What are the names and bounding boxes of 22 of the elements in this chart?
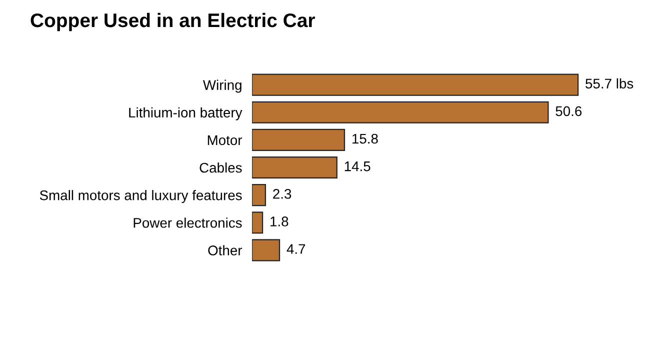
data-label: 50.6 [556, 106, 582, 116]
data-label: 4.7 [286, 244, 306, 254]
bar [252, 239, 280, 262]
bar [252, 156, 338, 179]
bar [252, 212, 264, 234]
bar [252, 74, 579, 96]
y-tick-label: Cables [200, 162, 242, 173]
data-label: 15.8 [352, 134, 378, 144]
bar [252, 128, 346, 151]
y-tick-label: Wiring [202, 80, 242, 93]
bar [252, 101, 549, 124]
y-tick-label: Lithium-ion battery [129, 107, 242, 120]
data-label: 14.5 [344, 162, 370, 172]
y-tick-label: Power electronics [134, 218, 242, 228]
y-tick-label: Small motors and luxury features [40, 190, 242, 203]
data-label: 2.3 [273, 188, 292, 199]
data-label: 1.8 [270, 216, 288, 226]
bar [252, 184, 266, 206]
chart-title: Copper Used in an Electric Car [30, 12, 315, 32]
y-tick-label: Motor [208, 135, 242, 146]
y-tick-label: Other [208, 245, 242, 256]
data-label: 55.7 lbs [586, 78, 634, 89]
